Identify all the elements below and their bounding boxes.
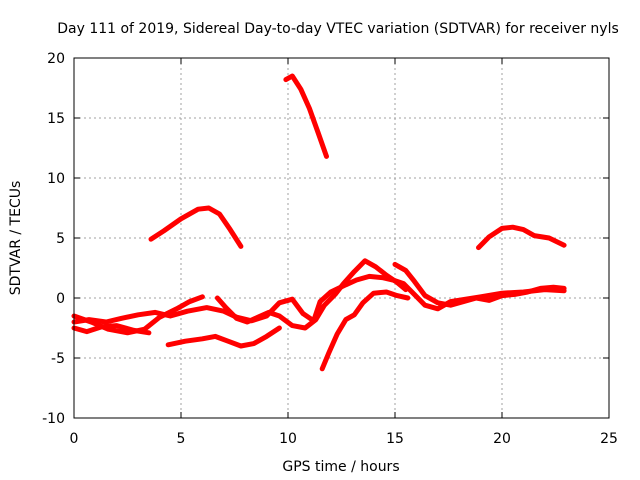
series-line-arc-3: [476, 224, 567, 251]
y-tick-label: 5: [56, 231, 65, 247]
series-line-arc-7: [165, 325, 282, 349]
x-tick-label: 20: [493, 431, 511, 447]
y-tick-label: 20: [47, 51, 65, 67]
y-tick-label: 10: [47, 171, 65, 187]
x-tick-label: 5: [177, 431, 186, 447]
series-line-arc-8: [214, 258, 409, 331]
series-line-arc-10: [392, 261, 567, 308]
x-tick-label: 10: [279, 431, 297, 447]
grid-lines: [74, 58, 609, 418]
data-series: [71, 73, 567, 372]
y-tick-label: -5: [51, 351, 65, 367]
y-tick-label: 15: [47, 111, 65, 127]
y-axis-label: SDTVAR / TECUs: [8, 181, 24, 296]
x-tick-label: 0: [70, 431, 79, 447]
x-axis-label: GPS time / hours: [282, 459, 399, 475]
x-tick-label: 25: [600, 431, 618, 447]
axis-ticks: 0 5 10 15 20 25 -10 -5 0 5 10 15 20: [42, 51, 618, 447]
y-tick-label: 0: [56, 291, 65, 307]
series-line-arc-6: [71, 294, 205, 336]
chart-title: Day 111 of 2019, Sidereal Day-to-day VTE…: [57, 21, 619, 37]
series-line-arc-1: [148, 205, 244, 249]
series-line-arc-9: [319, 289, 411, 372]
x-tick-label: 15: [386, 431, 404, 447]
y-tick-label: -10: [42, 411, 65, 427]
series-line-arc-2: [283, 73, 329, 159]
